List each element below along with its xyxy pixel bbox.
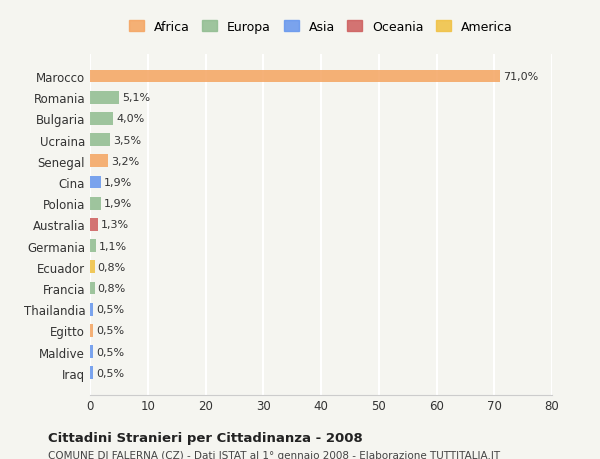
Bar	[90, 303, 93, 316]
Text: 1,9%: 1,9%	[104, 178, 132, 188]
Text: 1,9%: 1,9%	[104, 199, 132, 209]
Text: 4,0%: 4,0%	[116, 114, 144, 124]
Text: 0,8%: 0,8%	[98, 283, 126, 293]
Bar	[90, 92, 119, 104]
Bar	[90, 367, 93, 379]
Text: 5,1%: 5,1%	[122, 93, 151, 103]
Bar	[90, 71, 500, 83]
Text: 3,2%: 3,2%	[112, 157, 140, 167]
Bar	[90, 134, 110, 147]
Bar	[90, 261, 95, 274]
Text: 0,5%: 0,5%	[96, 326, 124, 336]
Text: Cittadini Stranieri per Cittadinanza - 2008: Cittadini Stranieri per Cittadinanza - 2…	[48, 431, 363, 444]
Text: 1,3%: 1,3%	[100, 220, 128, 230]
Text: 0,5%: 0,5%	[96, 347, 124, 357]
Bar	[90, 155, 109, 168]
Bar	[90, 346, 93, 358]
Bar	[90, 240, 97, 252]
Bar	[90, 113, 113, 125]
Text: COMUNE DI FALERNA (CZ) - Dati ISTAT al 1° gennaio 2008 - Elaborazione TUTTITALIA: COMUNE DI FALERNA (CZ) - Dati ISTAT al 1…	[48, 450, 500, 459]
Bar	[90, 197, 101, 210]
Legend: Africa, Europa, Asia, Oceania, America: Africa, Europa, Asia, Oceania, America	[125, 17, 517, 38]
Text: 71,0%: 71,0%	[503, 72, 538, 82]
Text: 3,5%: 3,5%	[113, 135, 141, 146]
Text: 0,5%: 0,5%	[96, 304, 124, 314]
Bar	[90, 282, 95, 295]
Bar	[90, 325, 93, 337]
Text: 0,5%: 0,5%	[96, 368, 124, 378]
Text: 0,8%: 0,8%	[98, 262, 126, 272]
Text: 1,1%: 1,1%	[99, 241, 127, 251]
Bar	[90, 218, 98, 231]
Bar	[90, 176, 101, 189]
